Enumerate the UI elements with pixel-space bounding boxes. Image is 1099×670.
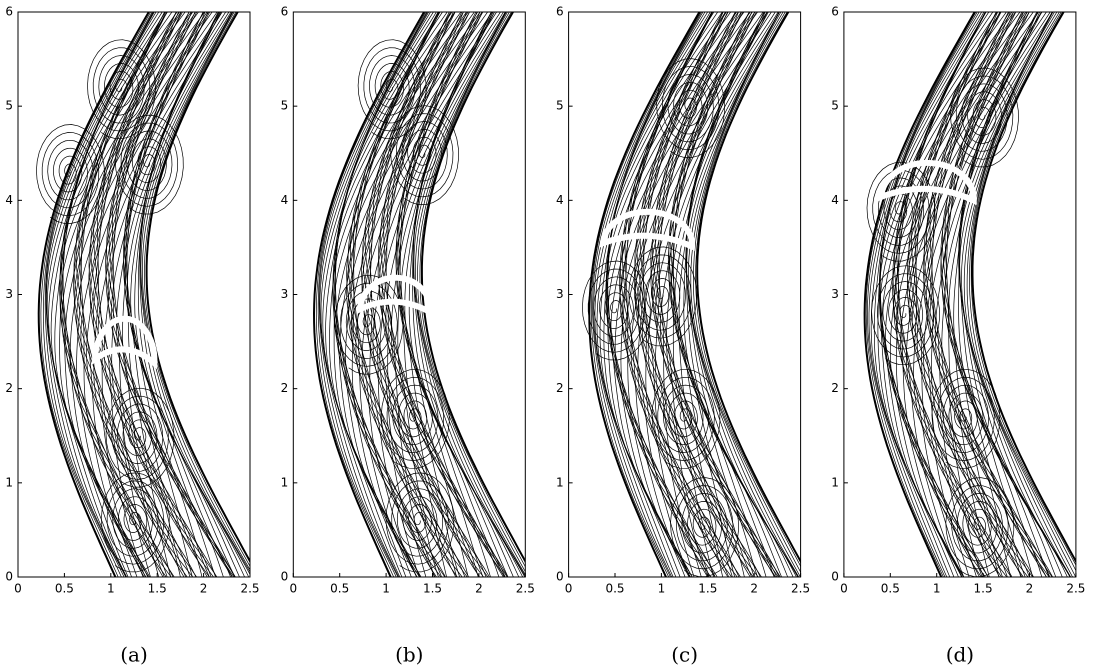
x-tick-label: 1 (658, 582, 666, 596)
x-tick-label: 0.5 (55, 582, 74, 596)
y-tick-label: 4 (556, 193, 564, 207)
y-tick-label: 0 (831, 570, 839, 584)
x-tick-label: 2.5 (791, 582, 810, 596)
vortex (386, 473, 454, 572)
y-tick-label: 3 (556, 287, 564, 301)
streamline (973, 12, 1085, 577)
x-tick-label: 1 (933, 582, 941, 596)
streamline (414, 12, 526, 577)
x-tick-label: 0 (840, 582, 848, 596)
y-tick-label: 2 (281, 381, 289, 395)
y-tick-label: 0 (5, 570, 13, 584)
x-tick-label: 0.5 (605, 582, 624, 596)
y-tick-label: 6 (556, 5, 564, 19)
streamlines (865, 12, 1085, 577)
streamline (971, 12, 1082, 577)
panel: 0 0.5 1 1.5 2 2.5 0 1 2 3 4 5 6 (d) (831, 5, 1085, 667)
y-tick-label: 5 (556, 99, 564, 113)
x-tick-label: 2.5 (516, 582, 535, 596)
streamline (314, 12, 424, 577)
x-tick-label: 0 (14, 582, 22, 596)
streamline (666, 12, 767, 577)
y-tick-label: 6 (281, 5, 289, 19)
x-tick-label: 1.5 (148, 582, 167, 596)
y-tick-label: 4 (281, 193, 289, 207)
x-tick-label: 0.5 (330, 582, 349, 596)
caption: (c) (671, 643, 698, 667)
x-tick-label: 2 (475, 582, 483, 596)
y-tick-label: 1 (831, 475, 839, 489)
y-tick-label: 0 (281, 570, 289, 584)
y-tick-label: 1 (5, 475, 13, 489)
y-tick-label: 1 (556, 475, 564, 489)
y-tick-label: 5 (5, 99, 13, 113)
x-tick-label: 1.5 (974, 582, 993, 596)
streamline (41, 12, 151, 577)
x-tick-label: 2 (200, 582, 208, 596)
y-tick-label: 5 (281, 99, 289, 113)
x-tick-label: 0 (289, 582, 297, 596)
streamlines (582, 12, 809, 577)
x-tick-label: 2.5 (1066, 582, 1085, 596)
caption: (b) (395, 643, 423, 667)
y-tick-label: 2 (831, 381, 839, 395)
panel: 0 0.5 1 1.5 2 2.5 0 1 2 3 4 5 6 (a) (5, 5, 259, 667)
streamlines (36, 12, 258, 577)
x-tick-label: 1.5 (423, 582, 442, 596)
panel: 0 0.5 1 1.5 2 2.5 0 1 2 3 4 5 6 (c) (556, 5, 810, 667)
y-tick-label: 3 (5, 287, 13, 301)
vortex (36, 125, 104, 224)
streamline (924, 12, 1030, 577)
y-tick-label: 2 (5, 381, 13, 395)
streamline (141, 12, 253, 577)
caption: (a) (120, 643, 148, 667)
y-tick-label: 3 (281, 287, 289, 301)
x-tick-label: 2 (750, 582, 758, 596)
y-tick-label: 6 (5, 5, 13, 19)
x-tick-label: 1 (382, 582, 390, 596)
channel-wall (314, 12, 424, 577)
y-tick-label: 4 (831, 193, 839, 207)
panel: 0 0.5 1 1.5 2 2.5 0 1 2 3 4 5 6 (b) (281, 5, 535, 667)
x-tick-label: 1.5 (698, 582, 717, 596)
y-tick-label: 6 (831, 5, 839, 19)
x-tick-label: 0 (565, 582, 573, 596)
streamline (140, 12, 249, 577)
y-tick-label: 4 (5, 193, 13, 207)
x-tick-label: 1 (107, 582, 115, 596)
y-tick-label: 0 (556, 570, 564, 584)
streamline (415, 12, 526, 577)
y-tick-label: 2 (556, 381, 564, 395)
channel-wall (973, 12, 1085, 577)
y-tick-label: 5 (831, 99, 839, 113)
x-tick-label: 0.5 (881, 582, 900, 596)
x-tick-label: 2 (1026, 582, 1034, 596)
y-tick-label: 3 (831, 287, 839, 301)
x-tick-label: 2.5 (240, 582, 259, 596)
streamline (611, 12, 723, 577)
figure: 0 0.5 1 1.5 2 2.5 0 1 2 3 4 5 6 (a) 0 0.5 1 1.5 2 2.5 0 1 2 3 4 5… (0, 0, 1099, 670)
y-tick-label: 1 (281, 475, 289, 489)
caption: (d) (946, 643, 974, 667)
